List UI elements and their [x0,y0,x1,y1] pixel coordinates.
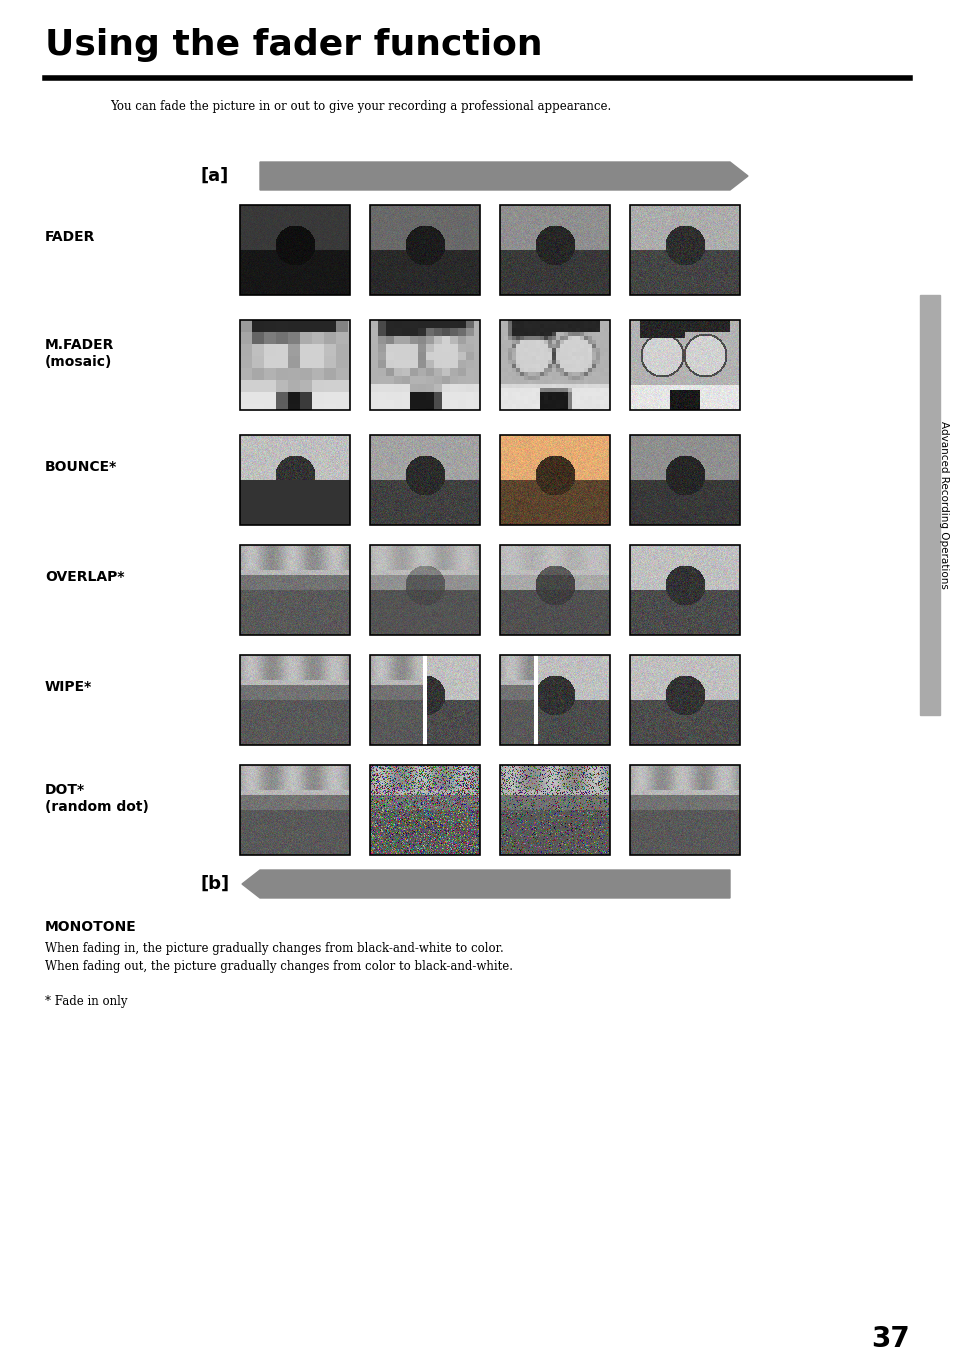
Text: Using the fader function: Using the fader function [45,28,542,62]
Text: (mosaic): (mosaic) [45,356,112,369]
Bar [370,320,479,410]
Bar [370,435,479,525]
Bar [370,545,479,635]
Text: M.FADER: M.FADER [45,338,114,352]
Bar [240,320,350,410]
Text: When fading out, the picture gradually changes from color to black-and-white.: When fading out, the picture gradually c… [45,960,513,973]
Bar [370,654,479,745]
Bar [629,545,740,635]
Bar [629,765,740,854]
Bar [240,654,350,745]
Bar [499,654,609,745]
Text: [a]: [a] [201,168,229,185]
Bar [629,206,740,295]
Bar [240,545,350,635]
Text: FADER: FADER [45,230,95,243]
Bar [629,654,740,745]
Text: OVERLAP*: OVERLAP* [45,571,125,584]
Polygon shape [919,295,939,715]
Bar [499,765,609,854]
Polygon shape [242,869,729,898]
Bar [499,435,609,525]
Bar [499,545,609,635]
Bar [629,320,740,410]
Text: DOT*: DOT* [45,783,85,796]
Text: When fading in, the picture gradually changes from black-and-white to color.: When fading in, the picture gradually ch… [45,942,503,955]
Bar [499,206,609,295]
Bar [629,435,740,525]
Bar [370,206,479,295]
Text: BOUNCE*: BOUNCE* [45,460,117,475]
Bar [240,435,350,525]
Text: You can fade the picture in or out to give your recording a professional appeara: You can fade the picture in or out to gi… [110,100,611,114]
Polygon shape [260,162,747,191]
Bar [499,320,609,410]
Text: MONOTONE: MONOTONE [45,919,136,934]
Bar [240,206,350,295]
Text: 37: 37 [870,1325,909,1352]
Text: (random dot): (random dot) [45,800,149,814]
Bar [240,765,350,854]
Text: WIPE*: WIPE* [45,680,92,694]
Text: Advanced Recording Operations: Advanced Recording Operations [938,420,948,589]
Text: * Fade in only: * Fade in only [45,995,128,1009]
Bar [370,765,479,854]
Text: [b]: [b] [200,875,230,894]
